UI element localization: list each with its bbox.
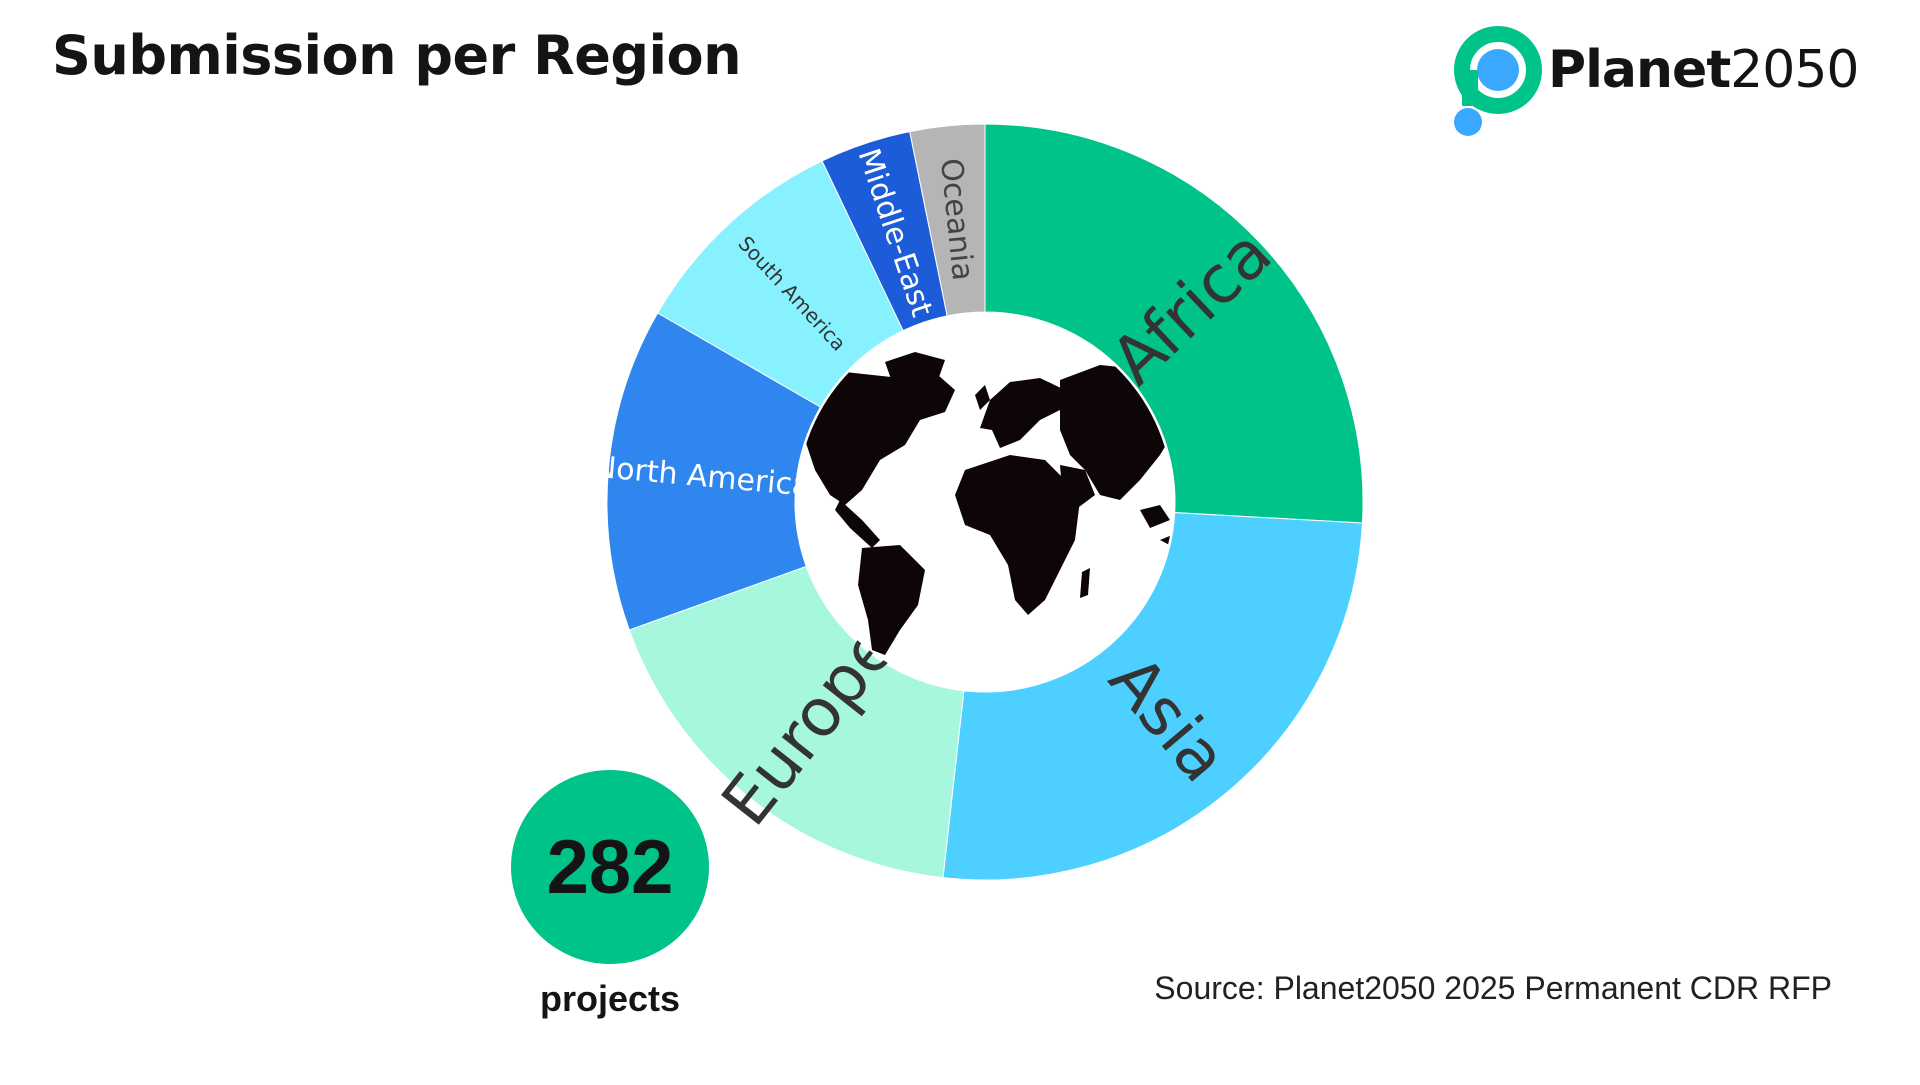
donut-slices xyxy=(606,123,1364,881)
total-projects-value: 282 xyxy=(546,824,674,910)
logo-wordmark: Planet2050 xyxy=(1548,40,1860,100)
total-projects-badge: 282 xyxy=(511,770,709,964)
page-title: Submission per Region xyxy=(52,24,742,87)
donut-slice-asia xyxy=(942,512,1363,881)
donut-slice-north-america xyxy=(606,312,822,631)
logo-wordmark-light: 2050 xyxy=(1730,40,1859,100)
planet2050-logo: Planet2050 xyxy=(1448,22,1860,142)
source-note: Source: Planet2050 2025 Permanent CDR RF… xyxy=(1154,970,1832,1006)
donut-slice-africa xyxy=(984,123,1364,524)
logo-wordmark-bold: Planet xyxy=(1548,40,1731,100)
planet2050-logo-icon xyxy=(1454,26,1542,136)
donut-slice-oceania xyxy=(909,123,986,317)
world-map-icon xyxy=(797,314,1173,690)
donut-slice-europe xyxy=(628,565,965,879)
total-projects-label: projects xyxy=(539,978,681,1019)
donut-slice-south-america xyxy=(656,160,904,408)
